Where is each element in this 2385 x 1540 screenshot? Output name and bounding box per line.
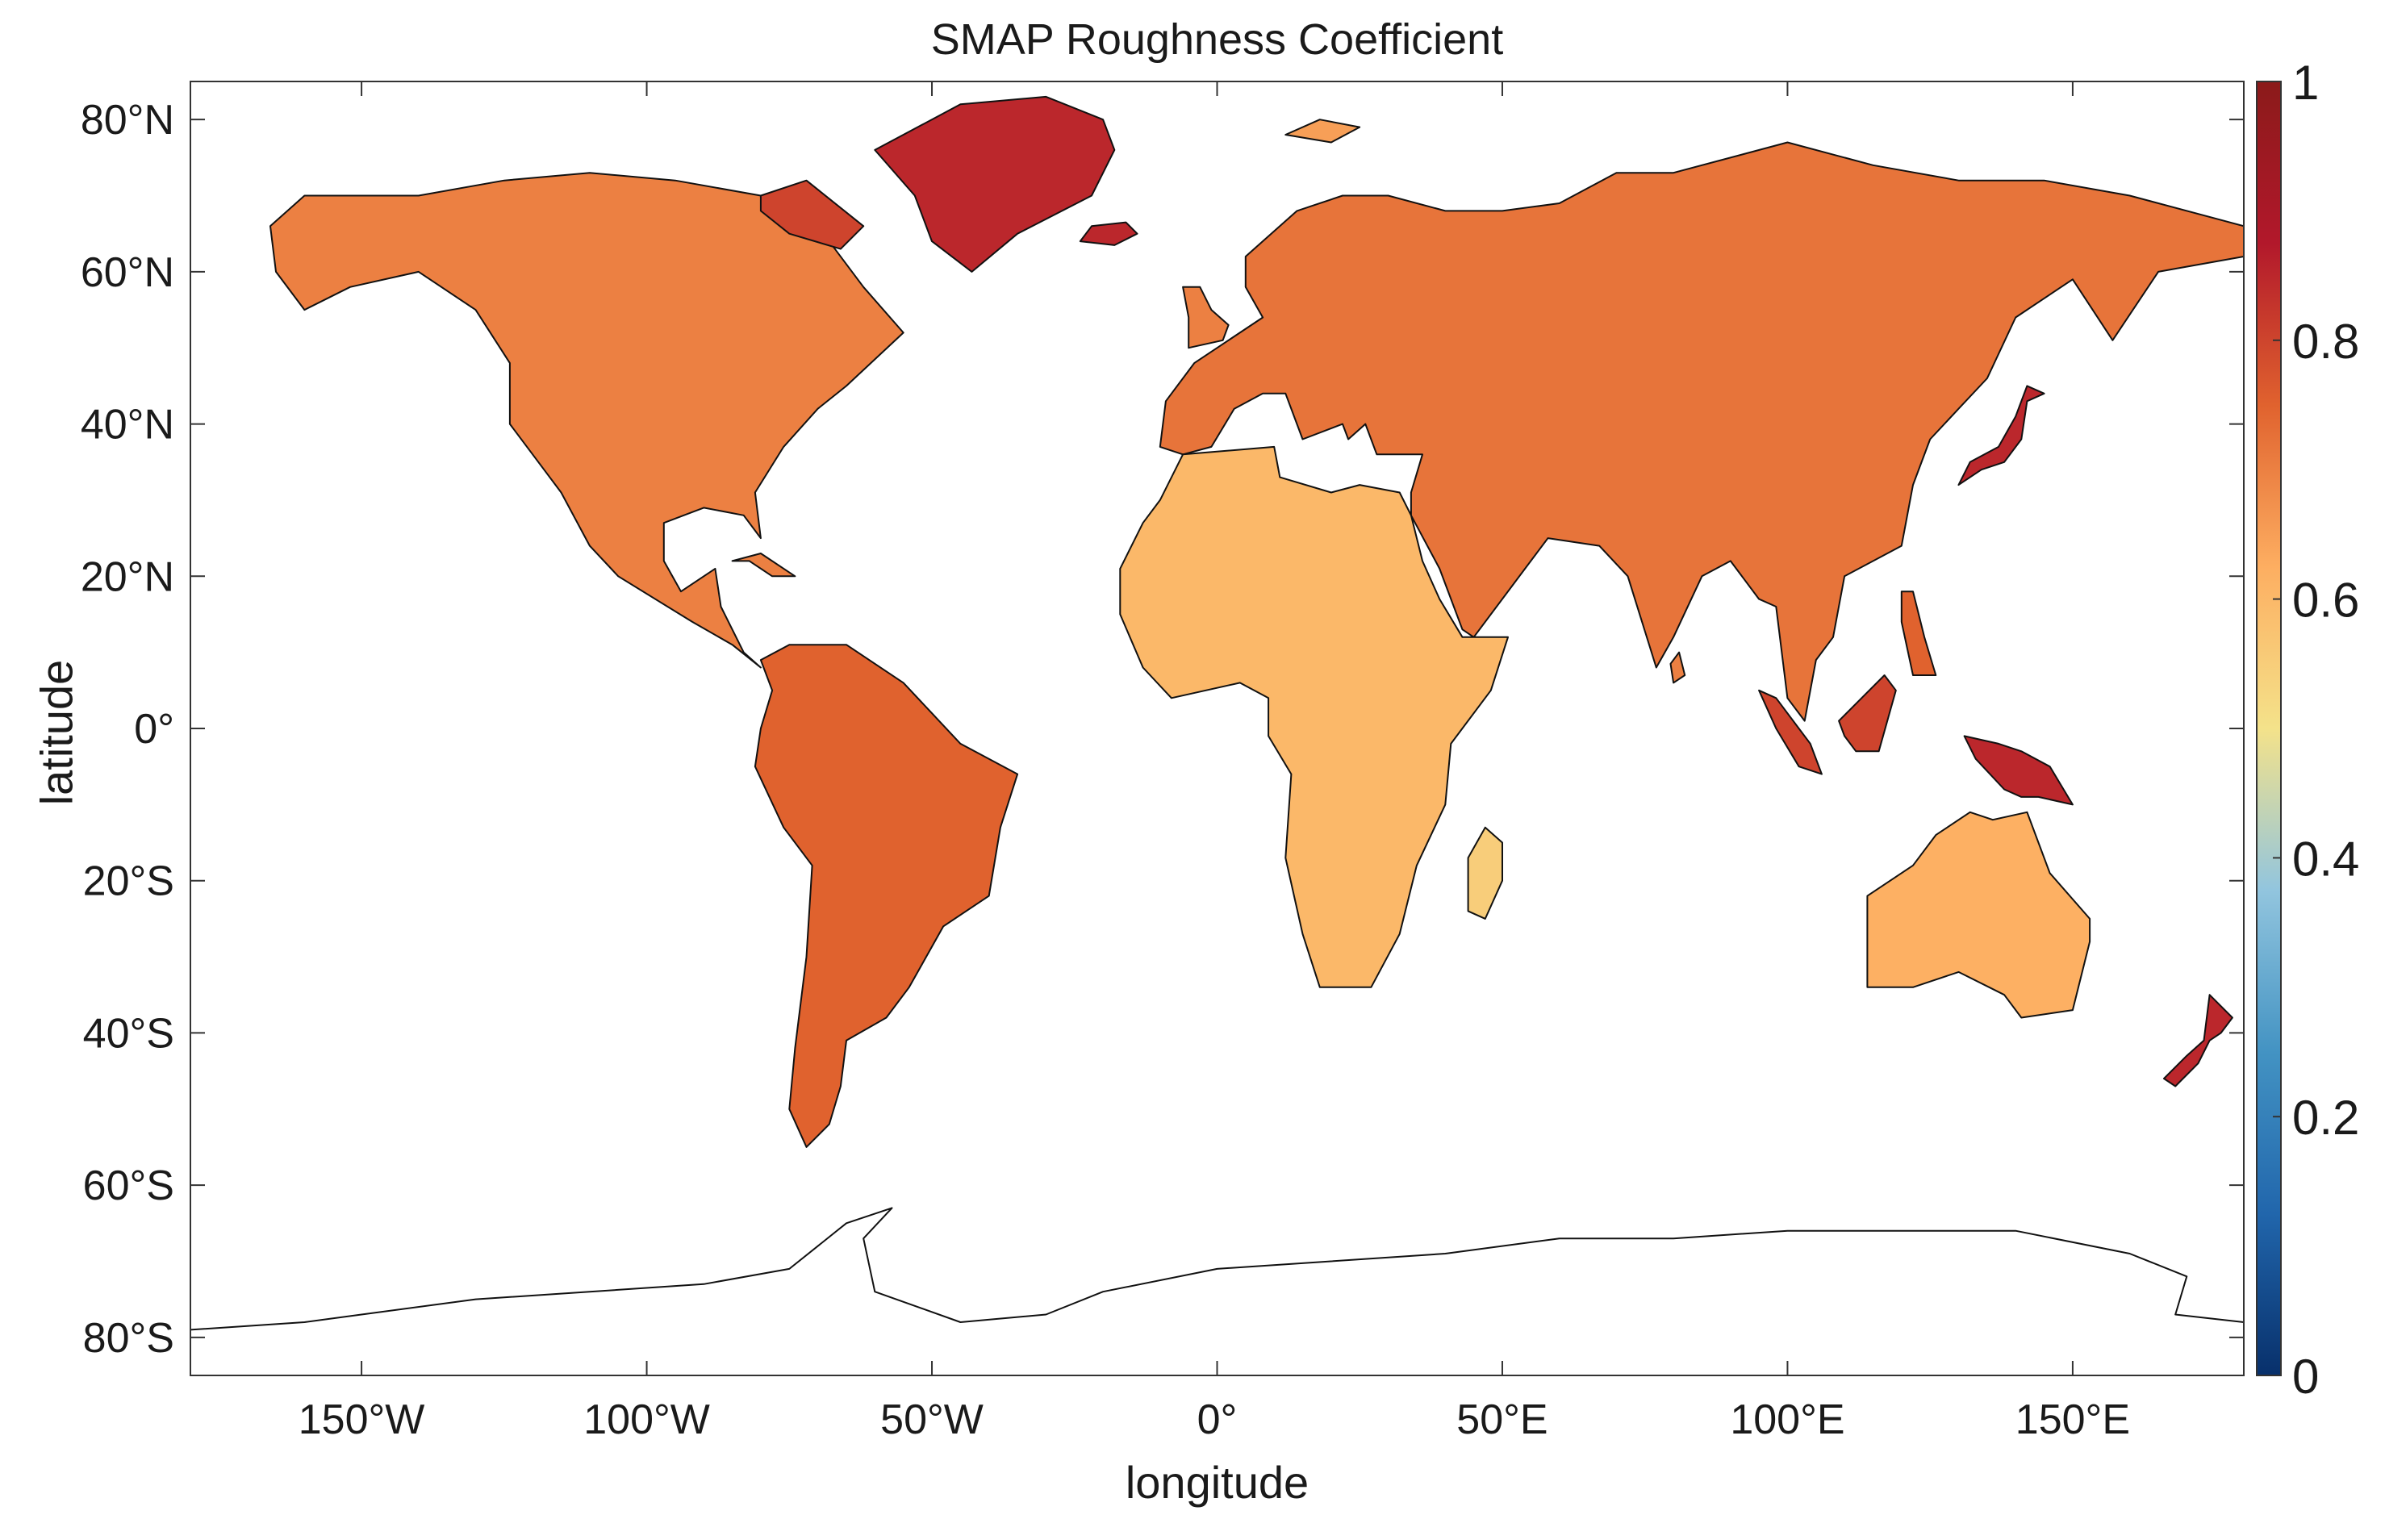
y-tick-label: 80°N [81, 97, 174, 144]
landmass-sumatra [1758, 689, 1823, 775]
y-tick-label: 0° [134, 706, 174, 753]
y-tick-label: 20°N [81, 553, 174, 600]
y-axis-label: latitude [31, 659, 82, 806]
colorbar-tick-label: 0.6 [2292, 574, 2359, 628]
landmass-cuba [731, 553, 796, 578]
landmass-greenland [874, 95, 1116, 273]
y-tick-label: 80°S [83, 1315, 174, 1362]
y-tick-label: 20°S [83, 858, 174, 905]
colorbar-tick-label: 1 [2292, 56, 2319, 110]
colorbar-tick-label: 0 [2292, 1350, 2319, 1404]
y-tick-label: 60°N [81, 249, 174, 296]
landmass-uk [1182, 286, 1230, 349]
x-axis: 150°W 100°W 50°W 0° 50°E 100°E 150°E [299, 81, 2130, 1443]
landmass-new-zealand [2163, 994, 2233, 1087]
landmass-antarctica [190, 1207, 2244, 1375]
colorbar-tick-label: 0.2 [2292, 1091, 2359, 1145]
landmass-south-america [754, 644, 1019, 1148]
x-tick-label: 100°E [1730, 1396, 1844, 1443]
colorbar-tick-label: 0.4 [2292, 832, 2359, 886]
x-tick-label: 150°W [299, 1396, 425, 1443]
chart-title: SMAP Roughness Coefficient [930, 15, 1504, 64]
x-tick-label: 0° [1197, 1396, 1238, 1443]
landmass-new-guinea [1963, 735, 2074, 806]
landmass-japan [1957, 385, 2045, 486]
colorbar-tick-label: 0.8 [2292, 315, 2359, 369]
landmass-africa [1119, 445, 1509, 988]
y-axis: 80°N 60°N 40°N 20°N 0° 20°S 40°S 60°S 80°S [81, 97, 2244, 1362]
landmass-baffin-island [759, 179, 865, 250]
x-tick-label: 50°W [880, 1396, 984, 1443]
land-layer [190, 95, 2244, 1375]
colorbar-axis: 0 0.2 0.4 0.6 0.8 1 [2273, 56, 2359, 1404]
landmass-iceland [1079, 221, 1138, 246]
colorbar [2256, 81, 2282, 1376]
landmass-philippines [1900, 591, 1937, 676]
landmass-eurasia [1159, 141, 2244, 722]
landmass-australia [1866, 811, 2091, 1019]
y-tick-label: 60°S [83, 1162, 174, 1209]
x-tick-label: 150°E [2015, 1396, 2130, 1443]
landmass-borneo [1838, 674, 1897, 753]
y-tick-label: 40°N [81, 402, 174, 449]
landmass-madagascar [1467, 826, 1503, 920]
y-tick-label: 40°S [83, 1010, 174, 1057]
x-axis-label: longitude [1125, 1457, 1309, 1508]
landmass-svalbard [1284, 119, 1361, 144]
x-tick-label: 50°E [1456, 1396, 1548, 1443]
landmass-sri-lanka [1669, 651, 1686, 684]
x-tick-label: 100°W [583, 1396, 710, 1443]
